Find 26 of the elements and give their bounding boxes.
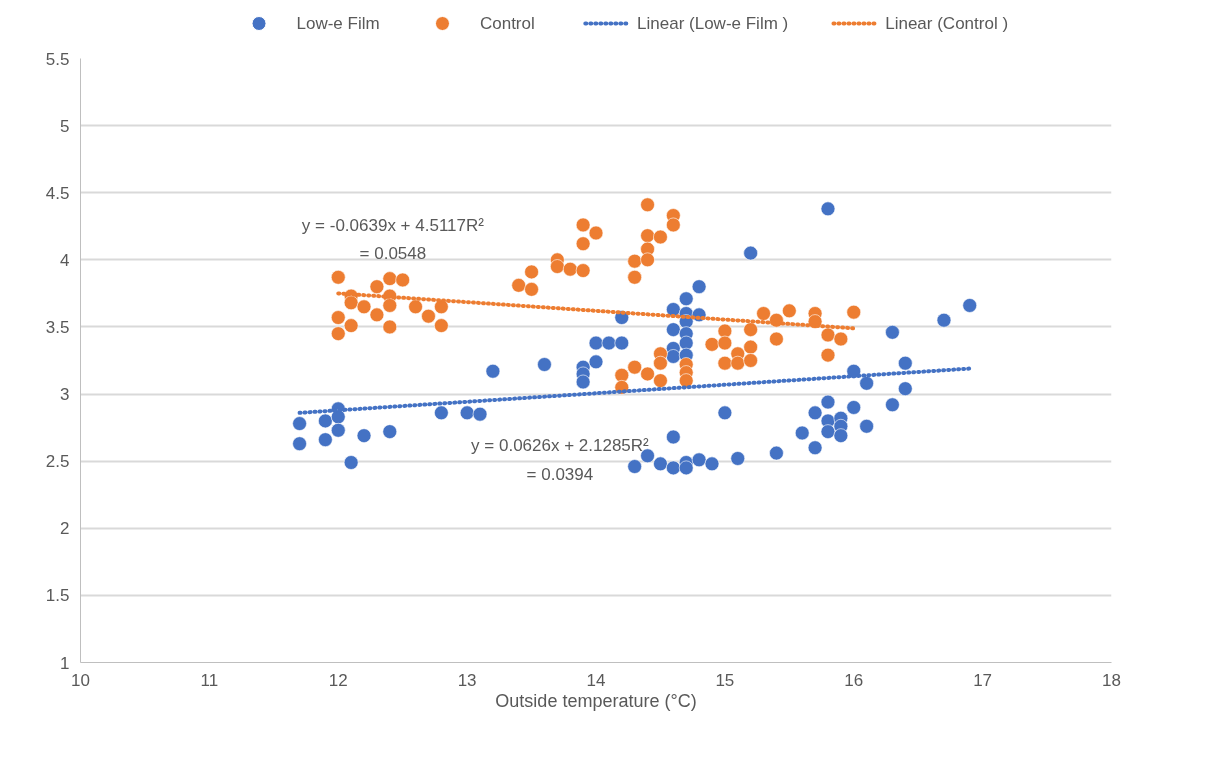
x-axis-title: Outside temperature (°C): [495, 690, 697, 711]
annotation: y = -0.0639x + 4.5117R² = 0.0548: [301, 215, 485, 264]
y-tick-label: 5: [60, 116, 70, 136]
legend-label: Linear (Low-e Film ): [637, 14, 789, 33]
y-tick-label: 5.5: [45, 49, 70, 69]
x-tick-label: 18: [1102, 670, 1121, 690]
x-tick-label: 14: [586, 670, 606, 690]
x-tick-label: 17: [973, 670, 993, 690]
legend-label: Low-e Film: [296, 14, 380, 33]
y-tick-label: 2: [60, 519, 70, 539]
x-tick-label: 12: [328, 670, 348, 690]
legend-label: Control: [479, 14, 535, 33]
legend-label: Linear (Control ): [885, 14, 1009, 33]
x-tick-label: 11: [200, 670, 219, 690]
annotation: y = 0.0626x + 2.1285R² = 0.0394: [471, 436, 650, 484]
y-tick-label: 4: [60, 250, 70, 270]
y-tick-label: 1.5: [45, 586, 70, 606]
y-tick-label: 2.5: [45, 452, 70, 472]
y-tick-label: 3: [60, 385, 70, 405]
y-tick-label: 3.5: [45, 317, 70, 337]
y-tick-label: 1: [60, 653, 70, 673]
x-tick-label: 13: [457, 670, 477, 690]
y-tick-label: 4.5: [45, 183, 70, 203]
x-tick-label: 10: [71, 670, 90, 690]
x-tick-label: 15: [715, 670, 735, 690]
x-tick-label: 16: [844, 670, 864, 690]
